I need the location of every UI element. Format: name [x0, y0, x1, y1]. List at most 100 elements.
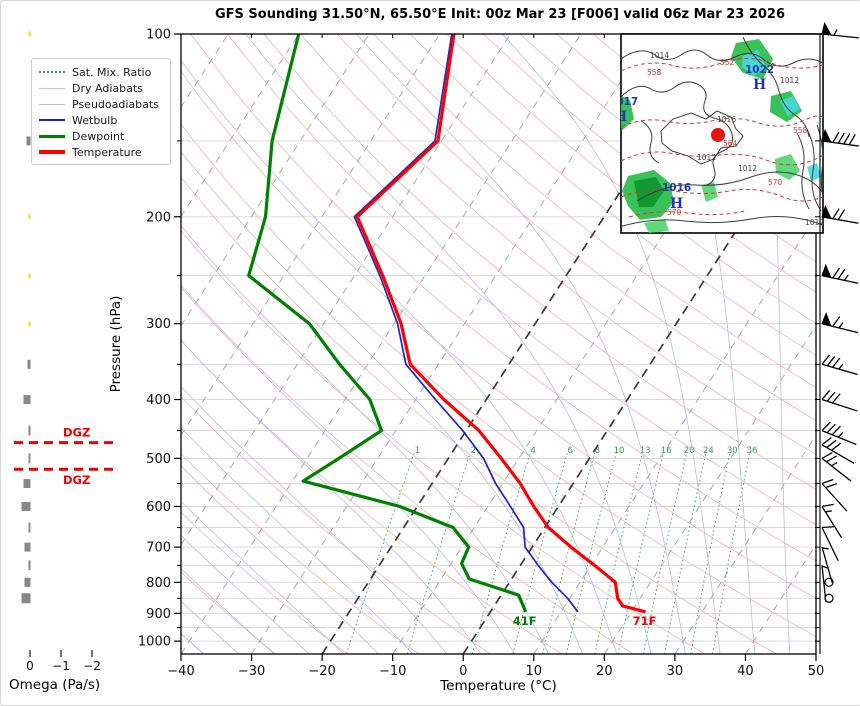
mixing-ratio-label: 30: [727, 446, 738, 456]
mixing-ratio-label: 24: [703, 446, 714, 456]
omega-bar: [27, 359, 31, 369]
mixing-ratio-label: 8: [595, 446, 600, 456]
x-tick-label: 10: [526, 664, 543, 679]
pseudo-line-sample: [39, 103, 65, 105]
legend-item: Wetbulb: [39, 112, 163, 128]
legend-label: Dry Adiabats: [72, 81, 143, 95]
dgz-label: DGZ: [63, 473, 90, 487]
mixing-ratio-label: 13: [640, 446, 651, 456]
x-tick-label: −40: [167, 664, 194, 679]
x-tick-label: 40: [737, 664, 754, 679]
dry-adiabats: [181, 34, 816, 654]
dryad-line-sample: [39, 87, 65, 89]
wind-barb: [821, 128, 859, 147]
legend-label: Dewpoint: [72, 129, 125, 143]
mixing-ratio-label: 16: [661, 446, 672, 456]
legend-label: Temperature: [72, 145, 142, 159]
omega-bar: [21, 501, 31, 511]
map-contour-label: 1012: [738, 164, 757, 173]
omega-axis-label: Omega (Pa/s): [9, 677, 101, 693]
omega-bar: [28, 560, 31, 571]
legend-item: Dry Adiabats: [39, 80, 163, 96]
map-contour-label: 552: [720, 58, 735, 67]
wind-barb: [821, 503, 843, 539]
omega-tick-label: 0: [26, 659, 34, 673]
y-axis-label: Pressure (hPa): [108, 295, 124, 393]
legend-label: Wetbulb: [72, 113, 118, 127]
map-contour-label: 1016: [717, 115, 736, 124]
map-contour-label: 1014: [650, 51, 669, 60]
map-contour-label: 558: [793, 126, 808, 135]
surface-temp-label: 41F: [513, 614, 537, 628]
map-high-label: 1017: [609, 96, 638, 108]
omega-bar: [24, 577, 31, 587]
wind-barb: [821, 526, 839, 562]
omega-bar: [24, 542, 31, 552]
x-tick-label: −20: [308, 664, 335, 679]
wind-barb: [821, 437, 855, 464]
mixing-ratio-label: 1: [415, 446, 420, 456]
dgz-label: DGZ: [63, 426, 90, 440]
y-tick-label: 1000: [138, 635, 171, 650]
wind-barb: [821, 21, 859, 39]
wind-barb: [821, 478, 848, 512]
legend-item: Dewpoint: [39, 128, 163, 144]
omega-tick-label: −1: [52, 659, 70, 673]
map-high-symbol: H: [753, 77, 766, 93]
inset-map: 1014 1012 1016 1012 1012 1012 552 558 558 564 570 5…: [609, 33, 824, 234]
legend-item: Sat. Mix. Ratio: [39, 64, 163, 80]
map-high-symbol: H: [614, 109, 627, 125]
mixing-ratio-label: 2: [471, 446, 476, 456]
dgz-markers: DGZ DGZ: [14, 426, 119, 487]
x-tick-label: −30: [238, 664, 265, 679]
wind-barb: [821, 546, 833, 583]
mixing-ratio-label: 6: [567, 446, 572, 456]
legend-item: Temperature: [39, 144, 163, 160]
omega-bar: [28, 31, 31, 37]
wind-barb: [821, 565, 829, 603]
omega-bar: [28, 425, 31, 436]
station-dot: [711, 128, 725, 142]
mixratio-line-sample: [39, 71, 65, 73]
map-contour-label: 1012: [780, 76, 799, 85]
omega-bar: [28, 321, 31, 327]
y-tick-label: 700: [146, 541, 171, 556]
wind-barb: [821, 204, 859, 224]
temperature-curve: [355, 34, 647, 614]
omega-bar: [23, 479, 31, 489]
legend-item: Pseudoadiabats: [39, 96, 163, 112]
legend: Sat. Mix. Ratio Dry Adiabats Pseudoadiabat…: [31, 58, 171, 165]
wind-barb: [821, 390, 858, 412]
map-contour-label: 570: [768, 178, 783, 187]
wetbulb-line-sample: [39, 119, 65, 121]
y-tick-label: 800: [146, 576, 171, 591]
x-tick-label: 30: [667, 664, 684, 679]
omega-bar: [28, 214, 31, 220]
omega-bar: [28, 453, 31, 464]
isotherms: [181, 34, 816, 654]
map-contour-label: 1012: [697, 153, 716, 162]
calm-wind-symbol: [824, 593, 834, 603]
x-tick-label: 0: [459, 664, 467, 679]
map-high-label: 1016: [662, 182, 691, 194]
y-tick-label: 300: [146, 317, 171, 332]
chart-title: GFS Sounding 31.50°N, 65.50°E Init: 00z …: [214, 7, 786, 22]
omega-bar: [28, 522, 31, 533]
omega-tick-label: −2: [83, 659, 101, 673]
wind-barb: [821, 421, 857, 446]
y-tick-label: 200: [146, 210, 171, 225]
pseudoadiabats: [181, 34, 791, 654]
y-tick-label: 100: [146, 28, 171, 43]
legend-label: Sat. Mix. Ratio: [72, 65, 152, 79]
omega-bar: [21, 593, 31, 604]
map-high-symbol: H: [670, 196, 683, 212]
wind-barb: [821, 451, 852, 482]
omega-axis: 0 −1 −2: [21, 31, 101, 673]
x-axis-label: Temperature (°C): [440, 678, 557, 694]
plot-border: [180, 33, 817, 655]
mixing-ratio-label: 4: [530, 446, 535, 456]
dew-line-sample: [39, 134, 65, 138]
y-tick-label: 500: [146, 452, 171, 467]
